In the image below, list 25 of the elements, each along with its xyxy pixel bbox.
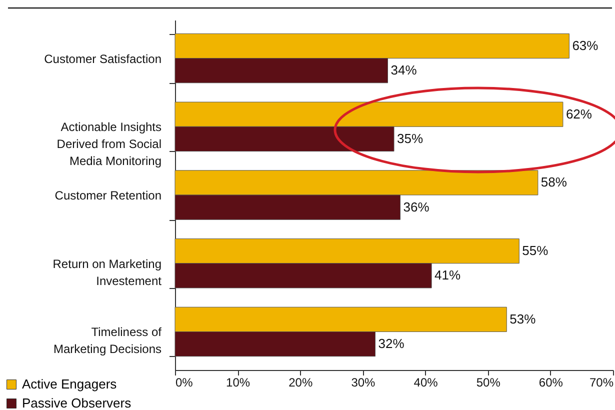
y-tick-label: Customer Satisfaction <box>44 52 162 66</box>
data-label: 53% <box>510 311 536 326</box>
legend-label: Passive Observers <box>22 396 132 410</box>
data-label: 34% <box>390 62 418 78</box>
x-tick-label: 30% <box>351 376 376 390</box>
data-label: 58% <box>540 174 568 190</box>
x-tick-label: 40% <box>414 376 438 390</box>
y-tick-label: Customer Retention <box>54 188 162 202</box>
x-tick-label: 60% <box>538 376 564 390</box>
legend-label: Active Engagers <box>22 376 118 392</box>
data-label: 35% <box>397 130 424 146</box>
x-tick-label: 20% <box>288 376 313 390</box>
x-tick-label: 70% <box>589 376 614 390</box>
y-tick-label: Return on Marketing Investement <box>52 256 162 288</box>
data-label: 55% <box>522 243 549 258</box>
x-tick-label: 0% <box>176 376 194 390</box>
data-label: 62% <box>566 106 592 122</box>
x-tick-label: 10% <box>226 376 250 390</box>
x-tick-label: 50% <box>476 376 501 390</box>
y-tick-label: Actionable Insights Derived from Social Media Monitoring <box>56 120 162 168</box>
y-tick-label: Timeliness of Marketing Decisions <box>53 325 162 356</box>
data-label: 36% <box>403 199 430 214</box>
data-label: 63% <box>572 38 599 53</box>
data-label: 32% <box>378 336 405 352</box>
data-label: 41% <box>434 268 462 283</box>
